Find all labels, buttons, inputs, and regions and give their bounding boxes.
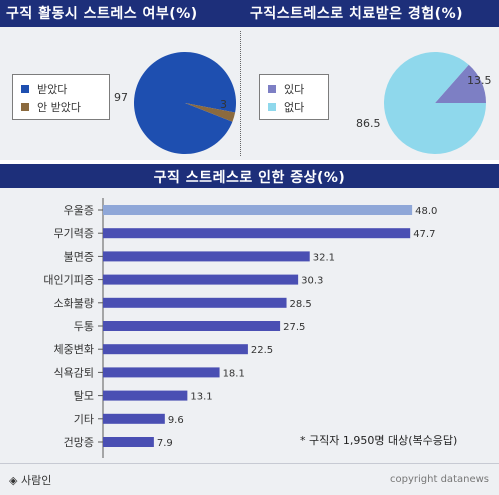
value-label: 30.3	[301, 276, 323, 287]
bar	[103, 297, 287, 308]
bar	[103, 437, 154, 447]
value-label: 48.0	[415, 206, 437, 217]
category-label: 두통	[74, 320, 94, 333]
value-label: 13.1	[190, 392, 212, 403]
pie-label-no: 86.5	[356, 117, 381, 130]
category-label: 대인기피증	[43, 274, 94, 287]
treatment-chart-title: 구직스트레스로 치료받은 경험(%)	[250, 6, 464, 22]
value-label: 9.6	[168, 415, 184, 426]
value-label: 22.5	[251, 345, 273, 356]
pie-label-received: 97	[114, 91, 128, 104]
stress-chart-title: 구직 활동시 스트레스 여부(%)	[6, 6, 198, 22]
value-label: 32.1	[313, 252, 335, 263]
legend-label-yes: 있다	[284, 83, 305, 96]
value-label: 7.9	[157, 438, 173, 449]
bar	[103, 205, 413, 215]
category-label: 소화불량	[54, 297, 94, 310]
category-label: 체중변화	[54, 343, 94, 356]
pie-label-not-received: 3	[220, 98, 227, 111]
legend-swatch-yes	[268, 85, 276, 93]
legend-item-yes: 있다	[268, 81, 305, 96]
survey-note: * 구직자 1,950명 대상(복수응답)	[300, 434, 458, 447]
bar	[103, 390, 188, 401]
value-label: 18.1	[223, 368, 245, 379]
category-label: 탈모	[74, 390, 94, 403]
legend-item-no: 없다	[268, 99, 305, 114]
legend-item-not-received: 안 받았다	[21, 99, 81, 114]
panel-divider	[240, 31, 241, 156]
brand-label: ◈ 사람인	[9, 474, 52, 487]
bar	[103, 251, 310, 262]
category-label: 불면증	[64, 250, 94, 263]
section-header-bar: 구직 스트레스로 인한 증상(%)	[0, 164, 499, 188]
category-label: 우울증	[64, 204, 94, 217]
value-label: 27.5	[283, 322, 305, 333]
pie-slice-yes	[435, 64, 486, 103]
legend-swatch-received	[21, 85, 29, 93]
value-label: 47.7	[413, 229, 435, 240]
stress-pie-chart	[134, 52, 236, 155]
pie-slice-not-received	[185, 103, 236, 122]
legend-label-no: 없다	[284, 101, 305, 114]
stress-pie-legend: 받았다 안 받았다	[12, 74, 110, 120]
bar	[103, 413, 165, 424]
treatment-pie-legend: 있다 없다	[259, 74, 329, 120]
legend-label-not-received: 안 받았다	[37, 101, 81, 114]
pie-label-yes: 13.5	[467, 74, 492, 87]
legend-swatch-not-received	[21, 103, 29, 111]
category-label: 기타	[74, 413, 94, 426]
pie-slice-received	[134, 52, 236, 155]
bar	[103, 321, 281, 331]
category-label: 건망증	[64, 436, 94, 449]
footer: ◈ 사람인 copyright datanews	[0, 463, 499, 495]
legend-label-received: 받았다	[37, 83, 68, 96]
bar	[103, 344, 248, 355]
treatment-pie-chart	[384, 52, 486, 154]
bar	[103, 274, 299, 285]
legend-item-received: 받았다	[21, 81, 68, 96]
symptom-bar-chart: 우울증 48.0 무기력증 47.7 불면증 32.1 대인기피증 30.3 소화불량 28.5 두…	[43, 198, 437, 458]
symptom-chart-title: 구직 스트레스로 인한 증상(%)	[153, 170, 346, 186]
value-label: 28.5	[290, 299, 312, 310]
category-label: 무기력증	[54, 227, 94, 240]
bar	[103, 228, 411, 239]
top-header-bar: 구직 활동시 스트레스 여부(%) 구직스트레스로 치료받은 경험(%)	[0, 0, 499, 27]
pie-slice-no	[384, 52, 486, 154]
bar	[103, 367, 220, 378]
copyright-text: copyright datanews	[390, 474, 489, 485]
category-label: 식욕감퇴	[54, 366, 94, 379]
legend-swatch-no	[268, 103, 276, 111]
